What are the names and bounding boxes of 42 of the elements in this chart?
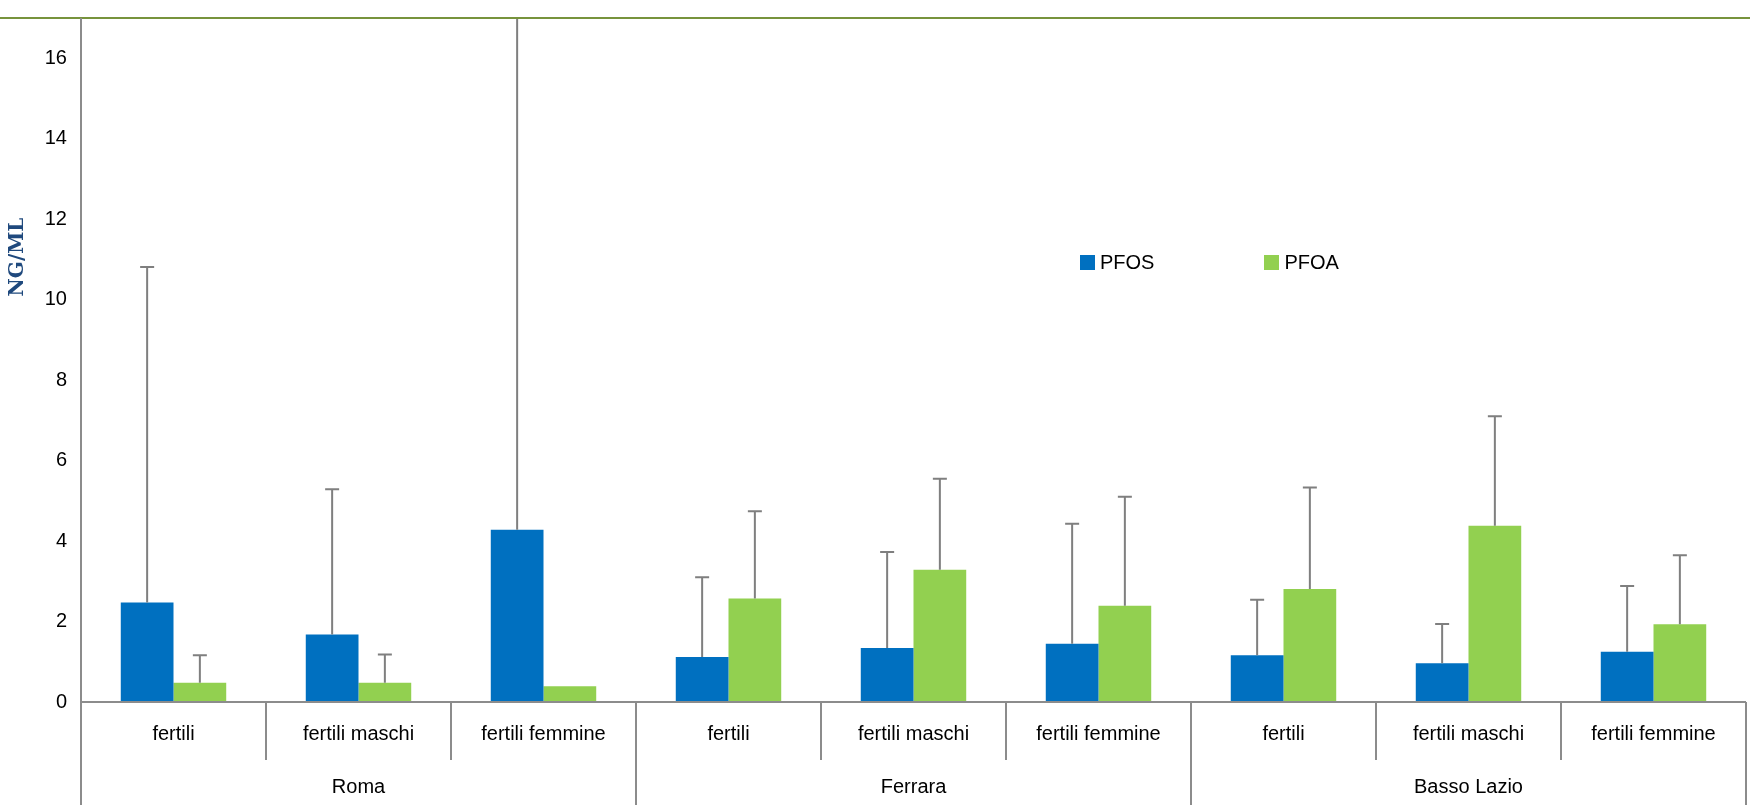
y-axis-title: NG/ML xyxy=(3,217,28,297)
x-tick-label: fertili xyxy=(1262,721,1305,744)
bar xyxy=(120,602,174,702)
bar xyxy=(1653,624,1707,702)
bar xyxy=(358,682,412,702)
bar xyxy=(1415,663,1469,702)
y-tick-label: 4 xyxy=(55,528,67,551)
y-tick-label: 14 xyxy=(44,126,67,149)
bar xyxy=(675,656,729,702)
y-tick-label: 6 xyxy=(55,448,67,471)
bar xyxy=(1283,588,1337,702)
bar xyxy=(1468,525,1522,702)
x-tick-label: fertili femmine xyxy=(1591,721,1716,744)
text: Roma xyxy=(331,774,387,797)
bar xyxy=(490,529,544,702)
x-tick-label: fertili maschi xyxy=(302,721,415,744)
bar xyxy=(728,598,782,702)
y-tick-label: 8 xyxy=(55,367,67,390)
x-tick-label: fertili xyxy=(707,721,750,744)
legend-label: PFOS xyxy=(1100,250,1155,274)
bar xyxy=(913,569,967,702)
bar xyxy=(1098,605,1152,702)
bar xyxy=(1600,651,1654,702)
text: Ferrara xyxy=(880,774,948,797)
bar xyxy=(305,634,359,702)
x-tick-label: fertili maschi xyxy=(1412,721,1525,744)
bar xyxy=(1230,655,1284,702)
x-tick-label: fertili xyxy=(152,721,195,744)
x-tick-label: fertili femmine xyxy=(481,721,606,744)
x-tick-label: fertili maschi xyxy=(857,721,970,744)
y-tick-label: 16 xyxy=(44,45,67,68)
y-tick-label: 12 xyxy=(44,206,67,229)
bar xyxy=(1045,643,1099,702)
bar xyxy=(860,648,914,702)
text: Basso Lazio xyxy=(1414,774,1523,797)
legend-label: PFOA xyxy=(1284,250,1339,274)
bar xyxy=(173,682,227,702)
y-tick-label: 10 xyxy=(44,287,67,310)
x-tick-label: fertili femmine xyxy=(1036,721,1161,744)
y-tick-label: 2 xyxy=(55,609,67,632)
bar xyxy=(543,686,597,702)
y-tick-label: 0 xyxy=(55,689,67,712)
